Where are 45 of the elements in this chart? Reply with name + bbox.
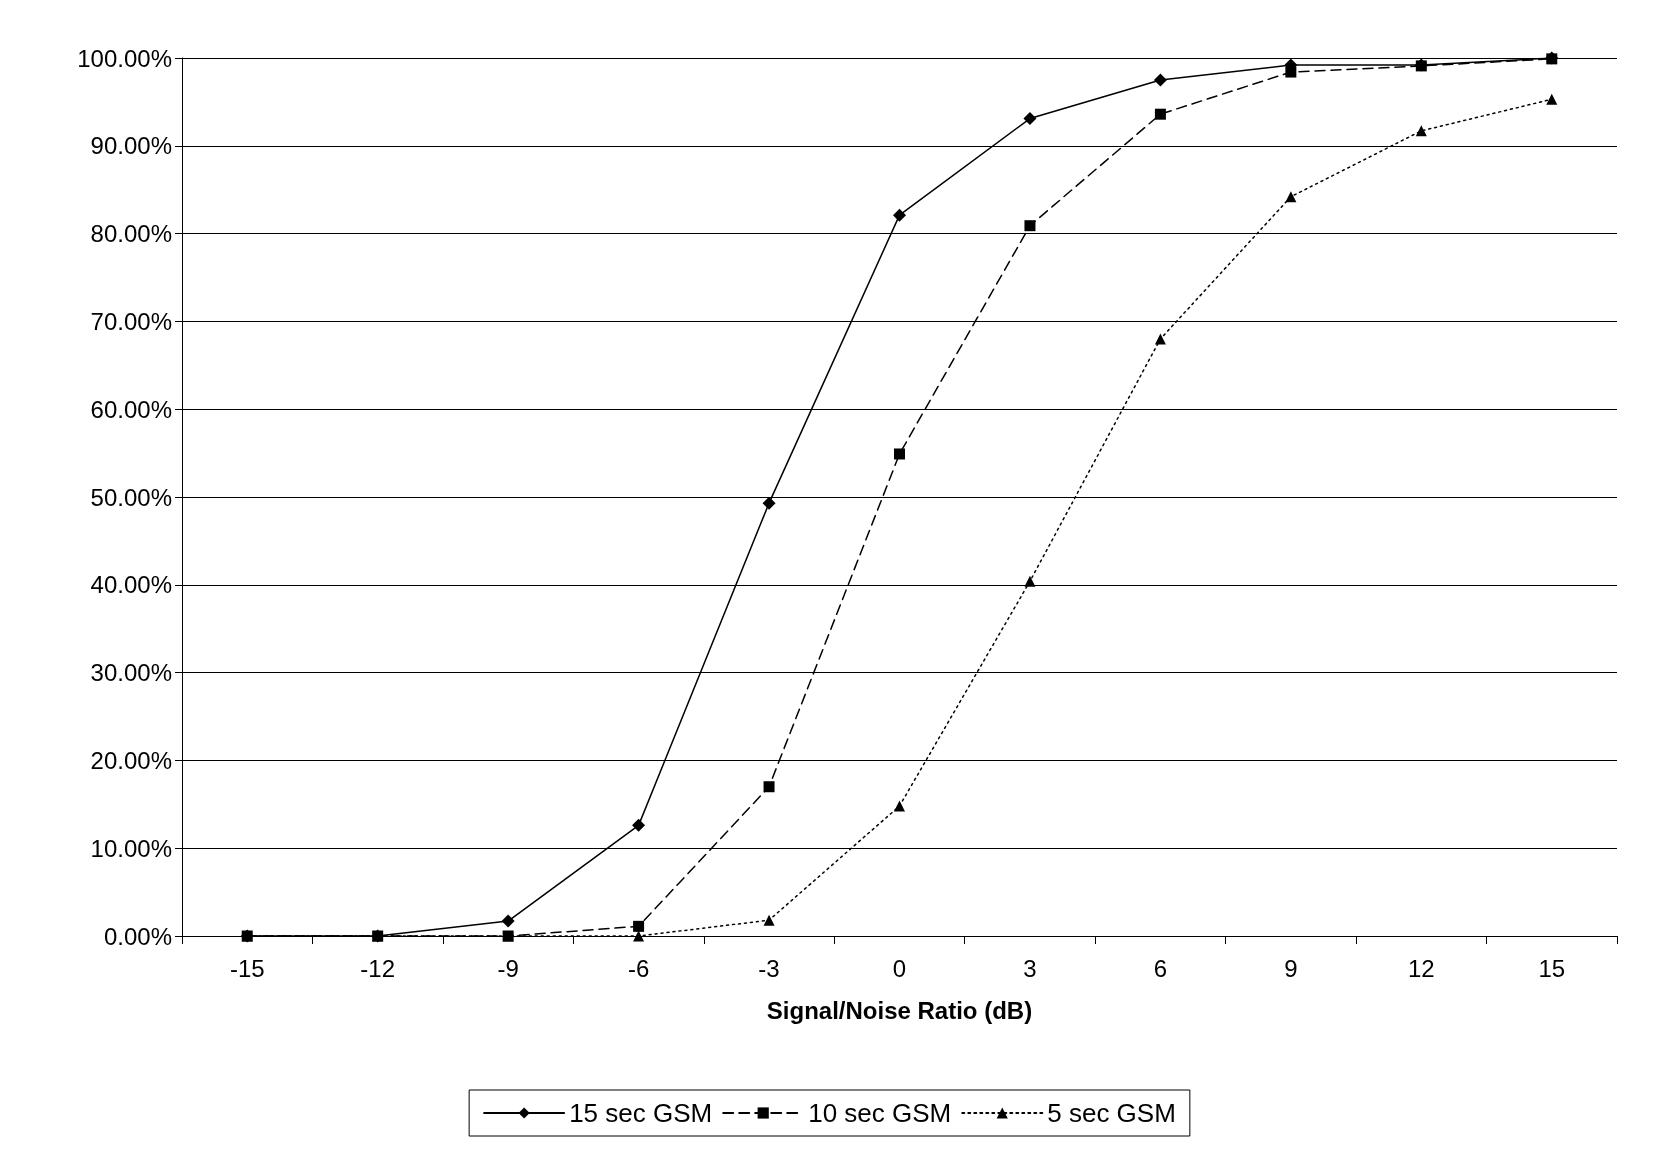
x-axis-title: Signal/Noise Ratio (dB): [766, 996, 1033, 1024]
point: [1154, 108, 1166, 120]
point: [762, 496, 776, 510]
y-tick-label: 30.00%: [90, 659, 172, 687]
legend-label: 5 sec GSM: [1047, 1098, 1176, 1128]
y-tick-label: 20.00%: [90, 746, 172, 774]
point: [894, 448, 905, 460]
x-tick-label: -12: [360, 954, 396, 982]
x-tick-label: 6: [1153, 954, 1168, 982]
x-tick-label: -15: [229, 954, 265, 982]
x-tick-label: 3: [1023, 954, 1037, 982]
x-tick-label: 9: [1284, 954, 1298, 982]
y-tick-label: 80.00%: [90, 220, 172, 248]
y-tick-label: 60.00%: [90, 395, 172, 423]
point: [1023, 112, 1037, 126]
y-tick-label: 100.00%: [77, 44, 172, 72]
x-tick-label: -6: [627, 954, 650, 982]
legend-label: 15 sec GSM: [569, 1098, 713, 1128]
point: [893, 208, 906, 222]
y-tick-label: 50.00%: [90, 483, 172, 511]
y-tick-label: 10.00%: [90, 834, 172, 862]
x-tick-label: -9: [497, 954, 519, 982]
point: [632, 818, 646, 832]
point: [1153, 73, 1167, 87]
point: [763, 914, 775, 926]
point: [1024, 220, 1036, 232]
point: [1024, 575, 1036, 587]
point: [633, 920, 645, 932]
x-tick-label: 12: [1407, 954, 1435, 982]
point: [1546, 93, 1558, 105]
x-tick-label: -3: [758, 954, 780, 982]
y-tick-label: 0.00%: [103, 922, 172, 950]
point: [1415, 125, 1427, 137]
point: [763, 781, 775, 793]
y-tick-label: 90.00%: [90, 132, 172, 160]
legend-label: 10 sec GSM: [808, 1098, 952, 1128]
x-tick-label: 0: [892, 954, 907, 982]
point: [1154, 333, 1166, 345]
x-tick-label: 15: [1538, 954, 1566, 982]
point: [1285, 191, 1297, 203]
point: [501, 914, 515, 928]
point: [894, 800, 905, 812]
y-tick-label: 70.00%: [90, 307, 172, 335]
y-tick-label: 40.00%: [90, 571, 172, 599]
point: [633, 930, 645, 942]
